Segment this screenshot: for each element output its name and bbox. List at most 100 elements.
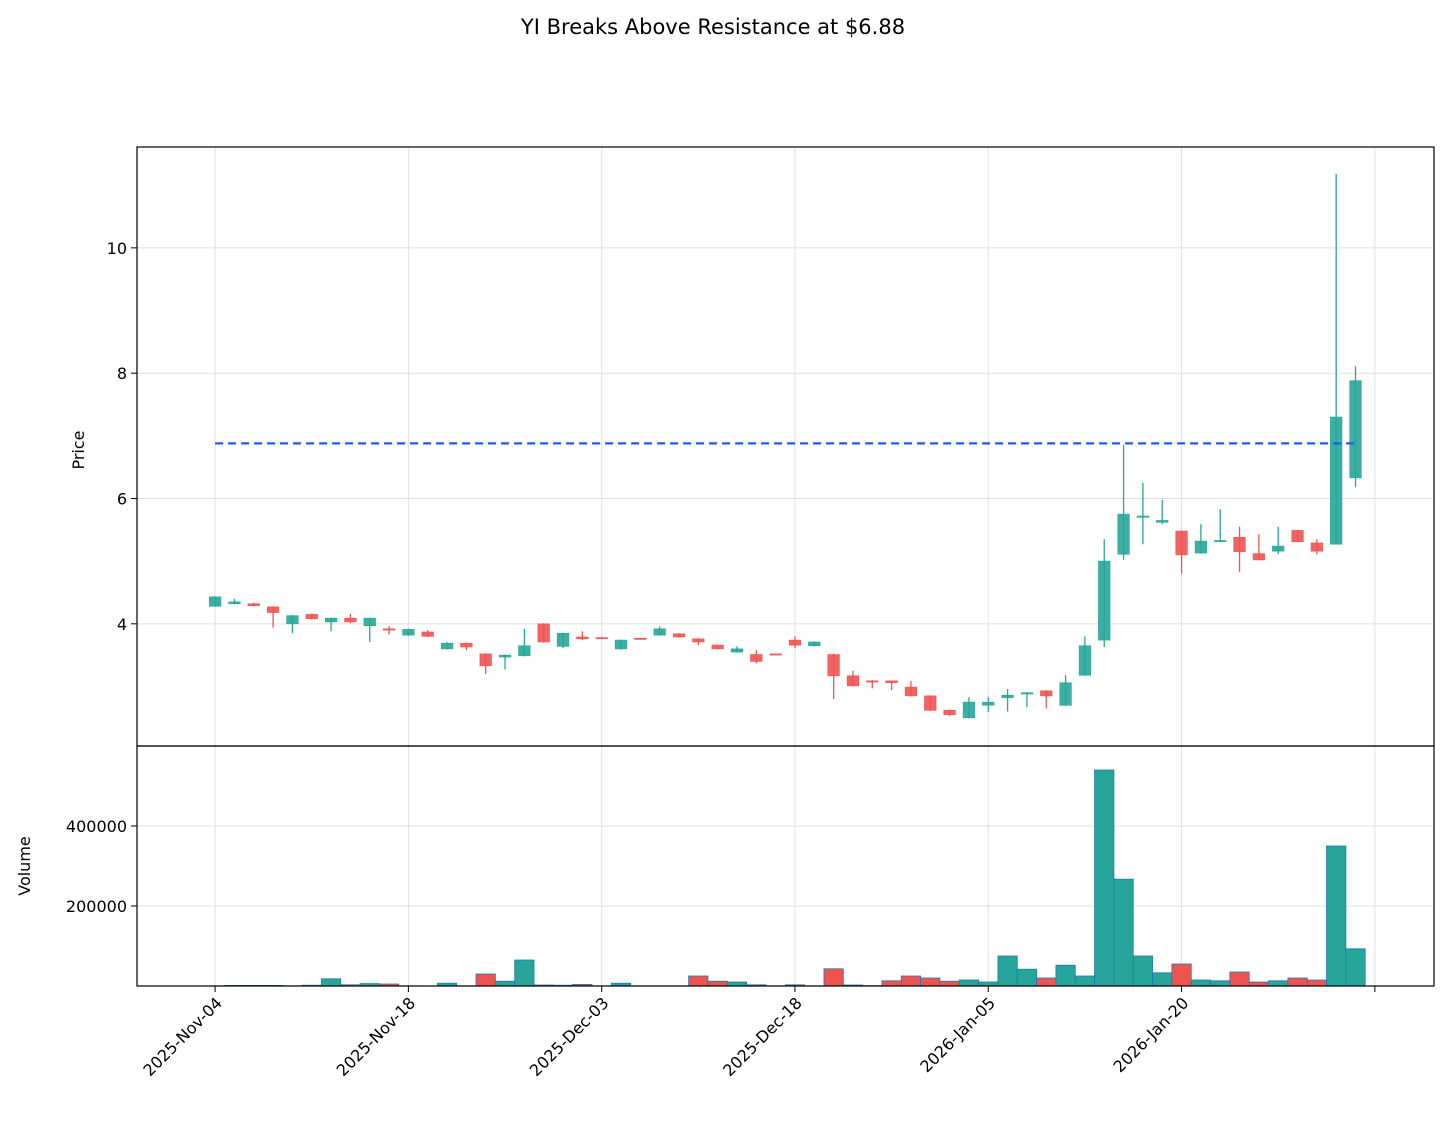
candle-body (1330, 416, 1343, 545)
candle-body (1078, 645, 1092, 676)
volume-bar (1074, 975, 1095, 987)
candle-body (614, 639, 628, 650)
candle-body (769, 653, 782, 656)
volume-bar (920, 977, 941, 987)
volume-bar (881, 980, 902, 987)
volume-bar (939, 980, 960, 987)
x-tick-label: 2026-Jan-05 (916, 993, 999, 1076)
x-tick-label: 2025-Dec-18 (719, 993, 806, 1080)
price-frame (136, 146, 1435, 747)
candle-body (692, 638, 705, 643)
candle-body (556, 632, 570, 647)
candle-body (1272, 545, 1285, 552)
volume-bar (1171, 963, 1192, 987)
volume-y-tick-label: 200000 (66, 897, 127, 916)
candle-body (402, 629, 415, 636)
candle-body (1175, 530, 1188, 556)
volume-bar (1113, 878, 1134, 987)
candle-body (1001, 694, 1014, 699)
candle-body (286, 615, 299, 625)
candle-body (1214, 540, 1227, 543)
candle-body (788, 639, 802, 646)
chart-title: YI Breaks Above Resistance at $6.88 (520, 15, 905, 39)
candle-body (653, 628, 666, 636)
volume-frame (136, 745, 1435, 987)
volume-bar (1229, 971, 1250, 987)
volume-bar (1190, 979, 1211, 987)
candle-body (730, 648, 744, 653)
candle-body (498, 654, 512, 658)
x-tick-label: 2025-Dec-03 (526, 993, 613, 1080)
volume-bar (1345, 948, 1366, 987)
volume-bar (1016, 968, 1037, 987)
candle-body (518, 645, 531, 657)
volume-bar (900, 975, 922, 987)
volume-bar (514, 959, 535, 987)
x-tick-label: 2026-Jan-20 (1110, 993, 1193, 1076)
candle-body (962, 701, 976, 719)
volume-y-tick-label: 400000 (66, 817, 127, 836)
volume-bar (958, 979, 980, 987)
y-tick-label: 6 (117, 490, 127, 509)
volume-bar (1132, 955, 1153, 987)
grid (137, 147, 1434, 986)
candle-body (1310, 542, 1323, 552)
candle-body (1291, 530, 1304, 543)
volume-bar (1210, 980, 1231, 987)
volume-bar (1326, 845, 1347, 987)
candle-body (266, 606, 280, 613)
x-tick-label: 2025-Nov-04 (139, 993, 226, 1080)
candle-body (711, 644, 724, 650)
candle-body (440, 642, 454, 650)
candle-body (866, 680, 879, 683)
candle-body (982, 701, 995, 706)
y-tick-label: 10 (107, 239, 127, 258)
volume-bar (1094, 769, 1115, 987)
marks (205, 173, 1366, 987)
volume-bar (494, 980, 516, 987)
candle-body (324, 617, 338, 623)
volume-bar (1055, 964, 1076, 987)
volume-bar (1268, 980, 1289, 987)
x-tick-label: 2025-Nov-18 (333, 993, 420, 1080)
volume-bar (823, 968, 844, 987)
candle-body (576, 636, 589, 640)
candle-body (344, 617, 357, 623)
candle-body (846, 675, 860, 687)
candle-body (1059, 682, 1072, 706)
candle-body (827, 654, 840, 677)
y-tick-label: 4 (117, 615, 127, 634)
candle-body (1020, 692, 1034, 695)
volume-bar (321, 978, 342, 987)
candle-body (672, 633, 686, 638)
candle-body (904, 686, 918, 697)
candle-body (1349, 380, 1362, 479)
candle-body (537, 623, 550, 643)
y-tick-label: 8 (117, 364, 127, 383)
candle-body (208, 596, 222, 607)
candle-body (421, 631, 434, 637)
candle-body (479, 653, 492, 667)
candle-body (1098, 560, 1111, 641)
volume-bar (688, 975, 709, 987)
candle-body (595, 637, 608, 640)
candle-body (1194, 540, 1207, 554)
volume-bar (1036, 977, 1057, 987)
candle-body (634, 637, 647, 640)
candle-body (1156, 520, 1169, 523)
candle-body (305, 614, 318, 620)
candle-body (460, 642, 473, 648)
volume-bar (707, 980, 728, 987)
volume-bar (1152, 972, 1173, 987)
candle-body (885, 680, 898, 684)
volume-bar (475, 973, 496, 987)
candle-body (808, 641, 821, 647)
volume-axis-label: Volume (15, 836, 34, 896)
candle-body (924, 695, 937, 711)
volume-bar (1306, 979, 1327, 987)
candle-body (247, 603, 260, 606)
y-axis-label: Price (69, 430, 88, 469)
candle-body (382, 628, 396, 631)
axes: 2025-Nov-04 2025-Nov-18 2025-Dec-03 2025-De… (66, 239, 1376, 1080)
